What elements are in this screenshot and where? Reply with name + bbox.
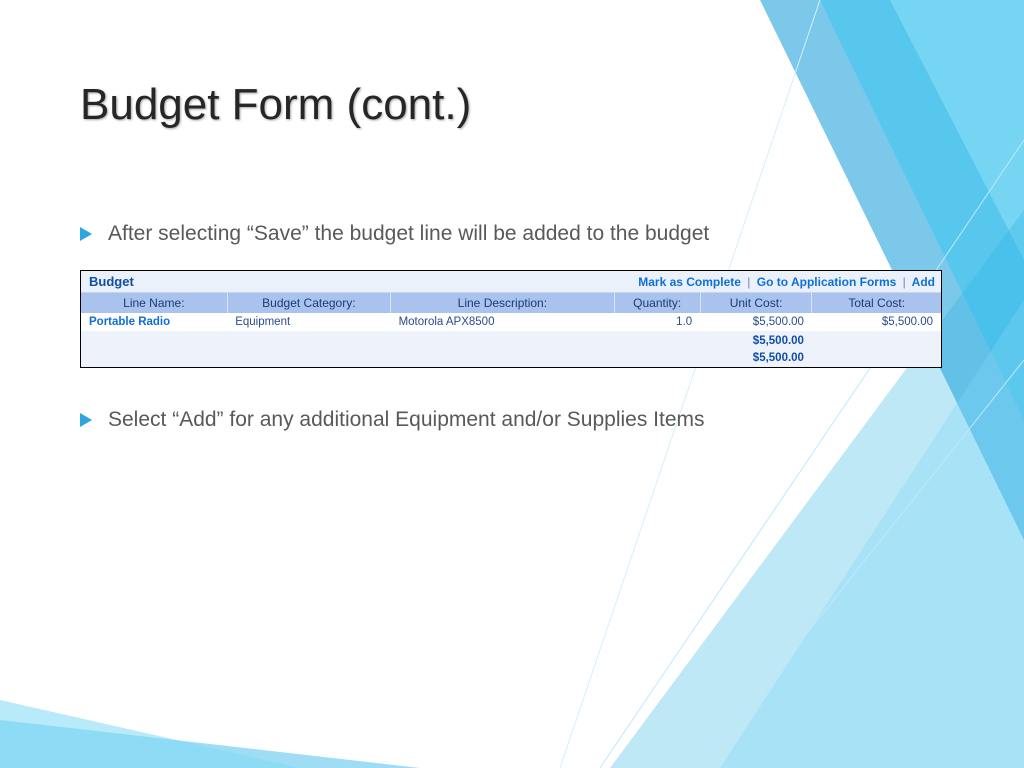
goto-forms-link[interactable]: Go to Application Forms [757,275,897,289]
cell-quantity: 1.0 [614,313,700,331]
grandtotal-amount: $5,500.00 [700,349,812,367]
budget-panel: Budget Mark as Complete | Go to Applicat… [80,270,942,368]
budget-actions: Mark as Complete | Go to Application For… [638,275,935,289]
action-divider: | [744,275,753,289]
slide: Budget Form (cont.) After selecting “Sav… [0,0,1024,768]
action-divider: | [900,275,909,289]
cell-category: Equipment [227,313,390,331]
budget-titlebar: Budget Mark as Complete | Go to Applicat… [81,271,941,293]
col-line-name: Line Name: [81,293,227,313]
bullet-text: Select “Add” for any additional Equipmen… [108,406,705,434]
cell-line-name[interactable]: Portable Radio [81,313,227,331]
grandtotal-row: $5,500.00 [81,349,941,367]
cell-unit-cost: $5,500.00 [700,313,812,331]
bullet-item: After selecting “Save” the budget line w… [80,220,720,248]
bullet-text: After selecting “Save” the budget line w… [108,220,709,248]
bullet-item: Select “Add” for any additional Equipmen… [80,406,720,434]
cell-description: Motorola APX8500 [391,313,615,331]
add-link[interactable]: Add [912,275,935,289]
slide-title: Budget Form (cont.) [80,80,944,130]
bullet-list: After selecting “Save” the budget line w… [80,220,944,248]
col-total-cost: Total Cost: [812,293,941,313]
bullet-marker-icon [80,227,92,241]
budget-header-row: Line Name: Budget Category: Line Descrip… [81,293,941,313]
bullet-list: Select “Add” for any additional Equipmen… [80,406,944,434]
mark-complete-link[interactable]: Mark as Complete [638,275,741,289]
col-quantity: Quantity: [614,293,700,313]
col-unit-cost: Unit Cost: [700,293,812,313]
budget-panel-title: Budget [89,274,134,289]
col-category: Budget Category: [227,293,390,313]
budget-table: Line Name: Budget Category: Line Descrip… [81,293,941,367]
cell-total-cost: $5,500.00 [812,313,941,331]
subtotal-row: $5,500.00 [81,331,941,349]
bullet-marker-icon [80,413,92,427]
col-description: Line Description: [391,293,615,313]
table-row[interactable]: Portable Radio Equipment Motorola APX850… [81,313,941,331]
subtotal-amount: $5,500.00 [700,331,812,349]
